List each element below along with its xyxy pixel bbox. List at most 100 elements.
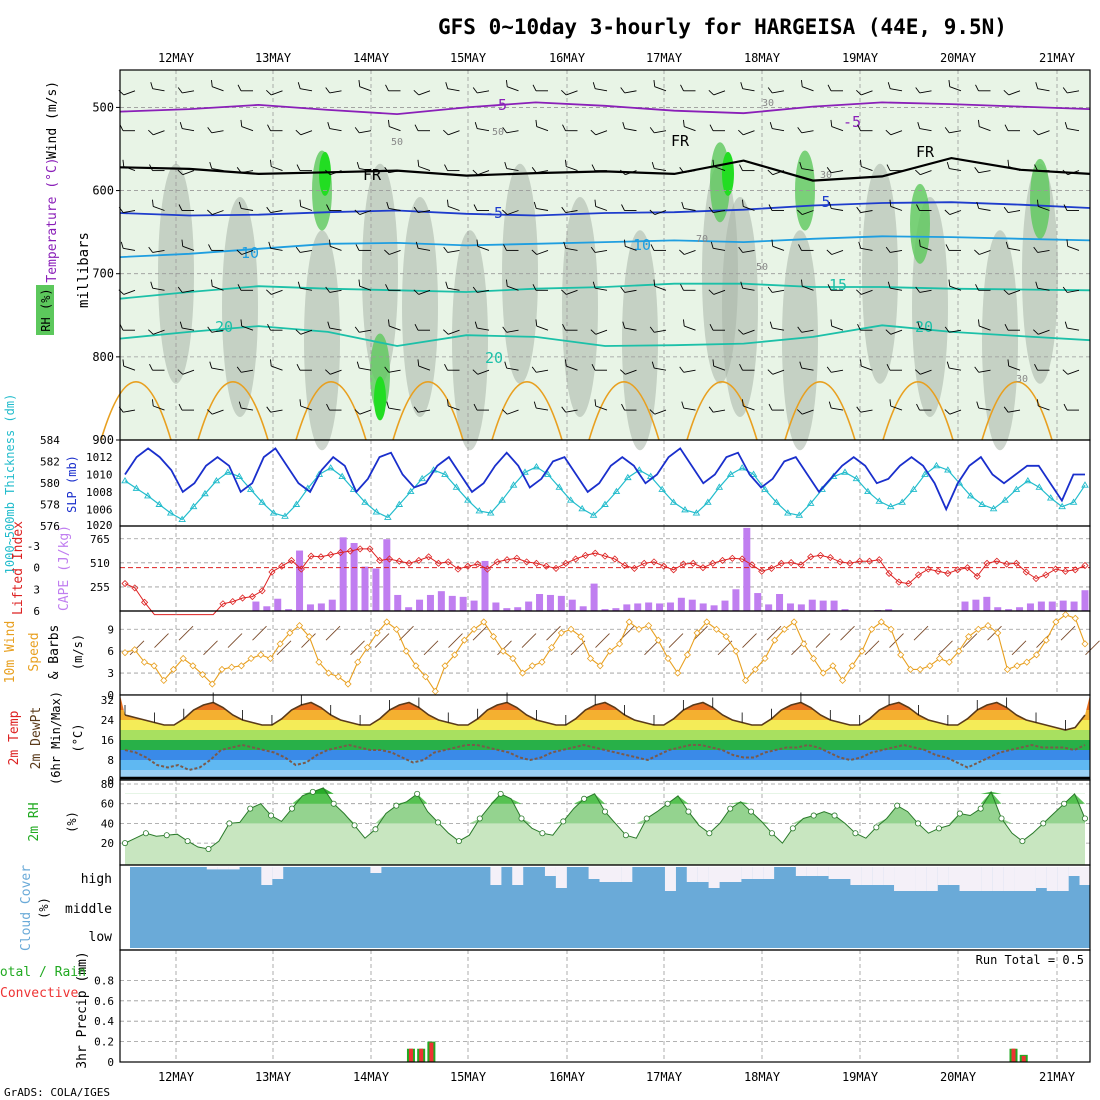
upper-wind-barb bbox=[944, 326, 962, 333]
li-point bbox=[650, 558, 658, 566]
barb-staff bbox=[890, 130, 903, 136]
temp-contour-15 bbox=[119, 282, 1091, 300]
barb-flag bbox=[738, 129, 744, 136]
rh-shade-gray bbox=[452, 230, 488, 451]
temp-contour-FR bbox=[119, 156, 1091, 182]
upper-wind-barb bbox=[769, 321, 785, 331]
barb-flag bbox=[620, 169, 626, 176]
cape-bar bbox=[372, 568, 380, 611]
cloud-high-gap bbox=[741, 867, 753, 879]
cloud-high-gap bbox=[261, 867, 273, 885]
barb-flag bbox=[856, 289, 862, 295]
upper-wind-barb bbox=[532, 84, 548, 92]
barb-flag bbox=[1003, 406, 1009, 413]
upper-wind-barb bbox=[797, 326, 814, 333]
rh-point bbox=[309, 788, 316, 795]
cloud-high-gap bbox=[1046, 867, 1058, 891]
cape-bar bbox=[426, 594, 434, 611]
thickness-point bbox=[898, 498, 906, 505]
barb-flag bbox=[181, 239, 184, 247]
barb-flag bbox=[236, 167, 242, 173]
barb-flag bbox=[856, 89, 862, 96]
upper-wind-barb bbox=[978, 319, 991, 331]
barb-staff bbox=[624, 128, 637, 132]
y-tick-label: 0 bbox=[107, 689, 114, 702]
thickness-point bbox=[681, 506, 689, 513]
barb-staff bbox=[388, 369, 401, 373]
cape-bar bbox=[634, 603, 642, 611]
upper-wind-barb bbox=[915, 169, 932, 176]
upper-wind-barb bbox=[148, 246, 165, 253]
bottom-date-label: 17MAY bbox=[646, 1070, 683, 1084]
barb-staff bbox=[713, 247, 726, 251]
wind-barb bbox=[546, 625, 561, 641]
wind-speed-point bbox=[266, 654, 275, 663]
thickness-tick-label: 580 bbox=[40, 477, 60, 490]
barb-staff bbox=[861, 365, 873, 371]
upper-wind-barb bbox=[799, 361, 814, 371]
upper-wind-barb bbox=[801, 279, 814, 291]
barb-flag bbox=[767, 369, 774, 375]
upper-wind-barb bbox=[887, 82, 903, 92]
y-tick-label: 0.6 bbox=[94, 995, 114, 1008]
barb-staff bbox=[978, 207, 991, 211]
cape-bar bbox=[623, 604, 631, 611]
li-point bbox=[983, 559, 991, 567]
upper-wind-barb bbox=[622, 122, 637, 132]
upper-wind-barb bbox=[1033, 129, 1050, 136]
barb-staff bbox=[625, 245, 637, 251]
wind-barb bbox=[644, 640, 659, 656]
barb-staff bbox=[359, 86, 372, 92]
thickness-point bbox=[578, 504, 586, 512]
barb-staff bbox=[388, 407, 401, 411]
barb-flag bbox=[266, 89, 272, 96]
cloud-label: Cloud Cover bbox=[19, 865, 34, 951]
wind-barb bbox=[227, 633, 243, 648]
upper-wind-barb bbox=[562, 323, 578, 331]
barb-staff bbox=[123, 365, 136, 371]
barb-flag bbox=[1007, 359, 1010, 367]
cape-bar bbox=[317, 603, 325, 611]
upper-wind-barb bbox=[444, 363, 460, 371]
rh-point bbox=[810, 812, 817, 819]
barb-flag bbox=[413, 406, 419, 413]
temp-band bbox=[120, 760, 1090, 770]
thickness-point bbox=[669, 498, 678, 505]
upper-wind-barb bbox=[885, 246, 903, 253]
cloud-high-gap bbox=[839, 867, 851, 879]
upper-wind-barb bbox=[797, 127, 814, 134]
cape-bar bbox=[296, 550, 304, 611]
barb-staff bbox=[595, 249, 608, 253]
barb-flag bbox=[622, 122, 626, 129]
temp-contour--5 bbox=[119, 101, 1091, 116]
barb-flag bbox=[651, 361, 655, 369]
rh-point bbox=[998, 815, 1005, 822]
contour-label: FR bbox=[363, 166, 382, 184]
cloud-high-gap bbox=[948, 867, 960, 885]
rh-area-band bbox=[125, 787, 1085, 794]
upper-wind-barb bbox=[1035, 82, 1050, 92]
cloud-high-gap bbox=[1003, 867, 1015, 891]
upper-wind-barb bbox=[299, 399, 313, 411]
upper-wind-barb bbox=[916, 403, 932, 411]
top-date-label: 21MAY bbox=[1039, 51, 1076, 65]
thickness-point bbox=[692, 509, 701, 516]
thickness-point bbox=[212, 476, 221, 484]
wind-speed-point bbox=[897, 651, 905, 659]
barb-flag bbox=[150, 82, 154, 89]
upper-wind-barb bbox=[974, 167, 991, 174]
upper-wind-barb bbox=[709, 124, 725, 132]
contour-label: FR bbox=[916, 143, 935, 161]
upper-wind-barb bbox=[295, 246, 313, 253]
li-point bbox=[973, 572, 981, 580]
barb-flag bbox=[857, 124, 861, 131]
upper-wind-barb bbox=[354, 209, 372, 216]
barb-flag bbox=[385, 84, 389, 92]
barb-flag bbox=[122, 359, 125, 367]
barb-staff bbox=[152, 287, 165, 291]
cloud-high-gap bbox=[217, 867, 229, 870]
barb-flag bbox=[207, 409, 213, 415]
upper-wind-barb bbox=[447, 199, 460, 211]
li-point bbox=[875, 556, 883, 564]
barb-staff bbox=[801, 367, 814, 371]
